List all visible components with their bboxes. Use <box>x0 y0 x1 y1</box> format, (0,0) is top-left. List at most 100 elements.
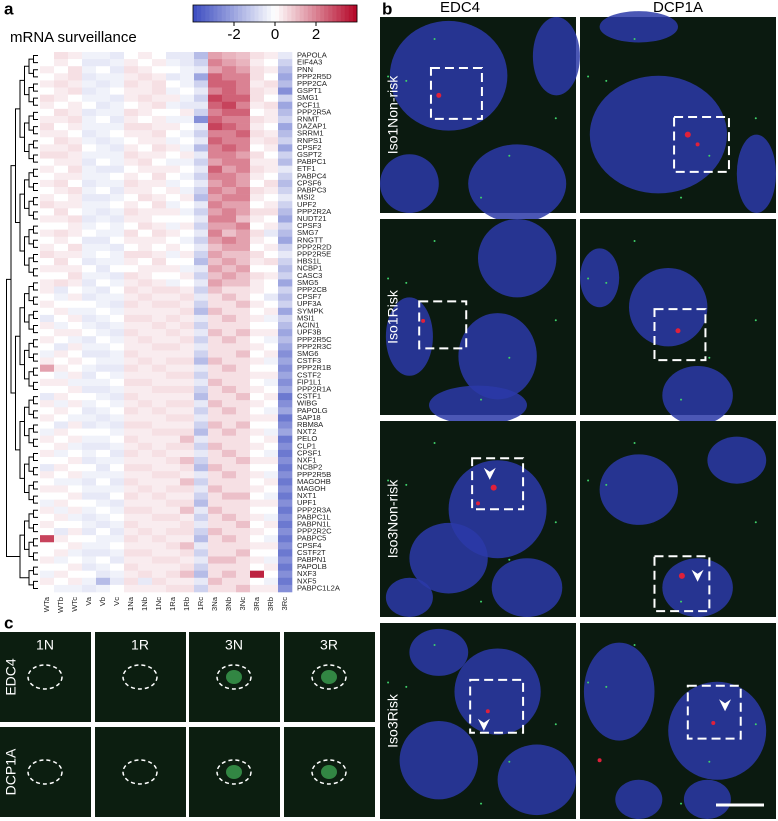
heatmap-cell <box>194 400 209 408</box>
granule-signal <box>226 670 242 684</box>
heatmap-cell <box>54 279 69 287</box>
heatmap-cell <box>152 250 167 259</box>
heatmap-cell <box>82 94 97 103</box>
heatmap-cell <box>82 144 97 152</box>
dendrogram-link <box>28 58 34 74</box>
nucleus <box>662 558 733 617</box>
heatmap-cell <box>124 187 139 195</box>
heatmap-cell <box>278 378 293 387</box>
heatmap-cell <box>250 229 265 238</box>
heatmap-cell <box>110 506 125 515</box>
heatmap-cell <box>180 158 195 166</box>
heatmap-cell <box>250 293 265 301</box>
heatmap-cell <box>194 464 209 472</box>
speck <box>633 38 636 41</box>
dendrogram-link <box>24 236 29 266</box>
heatmap-cell <box>208 73 223 81</box>
heatmap-cell <box>264 286 279 294</box>
heatmap-cell <box>40 208 55 216</box>
heatmap-cell <box>82 570 97 579</box>
heatmap-cell <box>138 158 153 166</box>
heatmap-cell <box>166 520 181 529</box>
heatmap-cell <box>194 513 209 522</box>
heatmap-cell <box>180 300 195 309</box>
heatmap-cell <box>152 194 167 202</box>
heatmap-cell <box>222 208 237 216</box>
colorbar-step <box>238 5 243 22</box>
heatmap-cell <box>264 457 279 465</box>
nucleus <box>497 744 576 816</box>
heatmap-cell <box>250 130 265 138</box>
heatmap-cell <box>138 101 153 110</box>
heatmap-cell <box>166 179 181 188</box>
heatmap-cell <box>194 272 209 280</box>
row-label: CSTF3 <box>297 356 321 365</box>
heatmap-cell <box>180 286 195 294</box>
heatmap-cell <box>124 485 139 493</box>
heatmap-cell <box>40 137 55 145</box>
speck <box>587 75 590 78</box>
heatmap-cell <box>236 329 251 337</box>
row-label: PABPC4 <box>297 171 326 180</box>
column-label: 3Nc <box>238 597 247 611</box>
heatmap-cell <box>152 94 167 103</box>
heatmap-cell <box>278 364 293 373</box>
heatmap-cell <box>138 457 153 465</box>
heatmap-cell <box>54 357 69 365</box>
heatmap-cell <box>180 506 195 515</box>
heatmap-cell <box>264 208 279 216</box>
heatmap-cell <box>166 229 181 238</box>
heatmap-cell <box>68 542 83 550</box>
granule <box>490 484 497 491</box>
heatmap-cell <box>124 513 139 522</box>
heatmap-cell <box>40 584 55 593</box>
column-header: 3N <box>225 637 243 653</box>
speck <box>680 600 683 603</box>
heatmap-cell <box>54 258 69 266</box>
heatmap-cell <box>194 101 209 110</box>
dendrogram-link <box>33 396 38 405</box>
dendrogram-link <box>28 87 34 103</box>
heatmap-cell <box>54 485 69 493</box>
colorbar-step <box>250 5 255 22</box>
heatmap-cell <box>124 108 139 117</box>
heatmap-cell <box>250 215 265 223</box>
row-label: Iso1Risk <box>385 289 401 344</box>
heatmap-cell <box>264 66 279 74</box>
heatmap-cell <box>40 194 55 202</box>
heatmap-cell <box>138 563 153 571</box>
heatmap-cell <box>96 108 111 117</box>
heatmap-cell <box>40 130 55 138</box>
heatmap-cell <box>180 357 195 365</box>
heatmap-cell <box>208 577 223 586</box>
heatmap-cell <box>264 492 279 500</box>
column-header: 1R <box>131 637 149 653</box>
heatmap-cell <box>68 449 83 458</box>
heatmap-cell <box>180 130 195 138</box>
row-label: RNGTT <box>297 235 324 244</box>
nucleus <box>478 219 557 298</box>
heatmap-cell <box>264 535 279 543</box>
heatmap-cell <box>68 123 83 131</box>
dendrogram-link <box>28 399 34 415</box>
speck <box>508 760 511 763</box>
heatmap-cell <box>96 471 111 479</box>
heatmap-cell <box>138 471 153 479</box>
heatmap-cell <box>222 457 237 465</box>
heatmap-cell <box>222 385 237 394</box>
heatmap-cell <box>82 378 97 387</box>
heatmap-cell <box>194 421 209 429</box>
heatmap-cell <box>68 400 83 408</box>
heatmap-cell <box>208 492 223 500</box>
dendrogram-link <box>33 467 38 476</box>
heatmap-cell <box>138 464 153 472</box>
heatmap-cell <box>68 279 83 287</box>
heatmap-cell <box>166 279 181 287</box>
heatmap-cell <box>278 265 293 273</box>
dendrogram-link <box>24 406 29 437</box>
heatmap-cell <box>194 322 209 330</box>
heatmap-cell <box>166 165 181 174</box>
heatmap-cell <box>180 364 195 373</box>
heatmap-cell <box>124 300 139 309</box>
heatmap-cell <box>40 73 55 81</box>
